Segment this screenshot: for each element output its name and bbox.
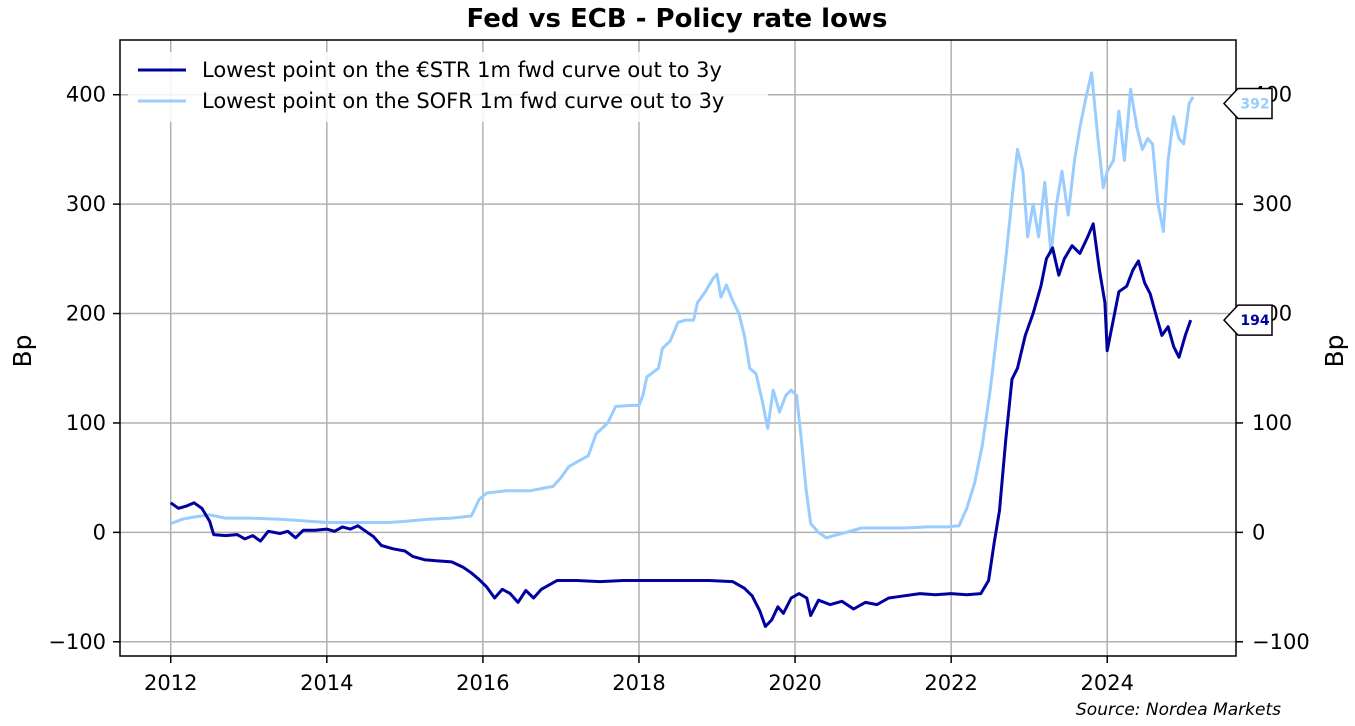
y-tick-label-right: 100 xyxy=(1252,411,1292,435)
x-tick-label: 2020 xyxy=(768,671,821,695)
y-tick-label-left: −100 xyxy=(48,630,106,654)
y-tick-label-left: 200 xyxy=(66,302,106,326)
callout-arrow-shape xyxy=(1222,87,1273,120)
source-note: Source: Nordea Markets xyxy=(1076,700,1281,720)
callout-sofr-value: 392 xyxy=(1240,96,1269,112)
legend-label-sofr: Lowest point on the SOFR 1m fwd curve ou… xyxy=(202,89,724,113)
grid-lines xyxy=(120,40,1236,656)
y-axis-left-label: Bp xyxy=(8,334,37,367)
y-axis-right-label: Bp xyxy=(1320,334,1349,367)
x-tick-label: 2012 xyxy=(144,671,197,695)
legend-label-estr: Lowest point on the €STR 1m fwd curve ou… xyxy=(202,58,722,82)
callout-estr-value: 194 xyxy=(1240,313,1269,329)
chart-title: Fed vs ECB - Policy rate lows xyxy=(467,4,888,34)
legend: Lowest point on the €STR 1m fwd curve ou… xyxy=(128,52,768,122)
x-axis-ticks: 2012 2014 2016 2018 2020 2022 2024 xyxy=(144,656,1134,695)
x-tick-label: 2014 xyxy=(300,671,353,695)
y-tick-label-right: 0 xyxy=(1252,520,1265,544)
x-tick-label: 2016 xyxy=(456,671,509,695)
callout-estr-end: 194 xyxy=(1222,304,1273,336)
series-line-sofr xyxy=(170,71,1195,540)
plot-frame xyxy=(119,39,1237,657)
x-tick-label: 2022 xyxy=(924,671,977,695)
callout-arrow-shape xyxy=(1222,304,1273,336)
y-tick-label-left: 100 xyxy=(66,411,106,435)
y-tick-label-right: 300 xyxy=(1252,192,1292,216)
x-tick-label: 2018 xyxy=(612,671,665,695)
callout-sofr-end: 392 xyxy=(1222,87,1273,120)
legend-box xyxy=(128,52,768,122)
y-tick-label-right: −100 xyxy=(1252,630,1310,654)
y-tick-label-left: 400 xyxy=(66,83,106,107)
x-tick-label: 2024 xyxy=(1081,671,1134,695)
series-lines xyxy=(169,71,1195,628)
y-tick-label-left: 0 xyxy=(93,520,106,544)
y-tick-label-left: 300 xyxy=(66,192,106,216)
y-axis-left-ticks: −100 0 100 200 300 400 xyxy=(48,83,120,654)
series-line-estr xyxy=(169,222,1193,628)
